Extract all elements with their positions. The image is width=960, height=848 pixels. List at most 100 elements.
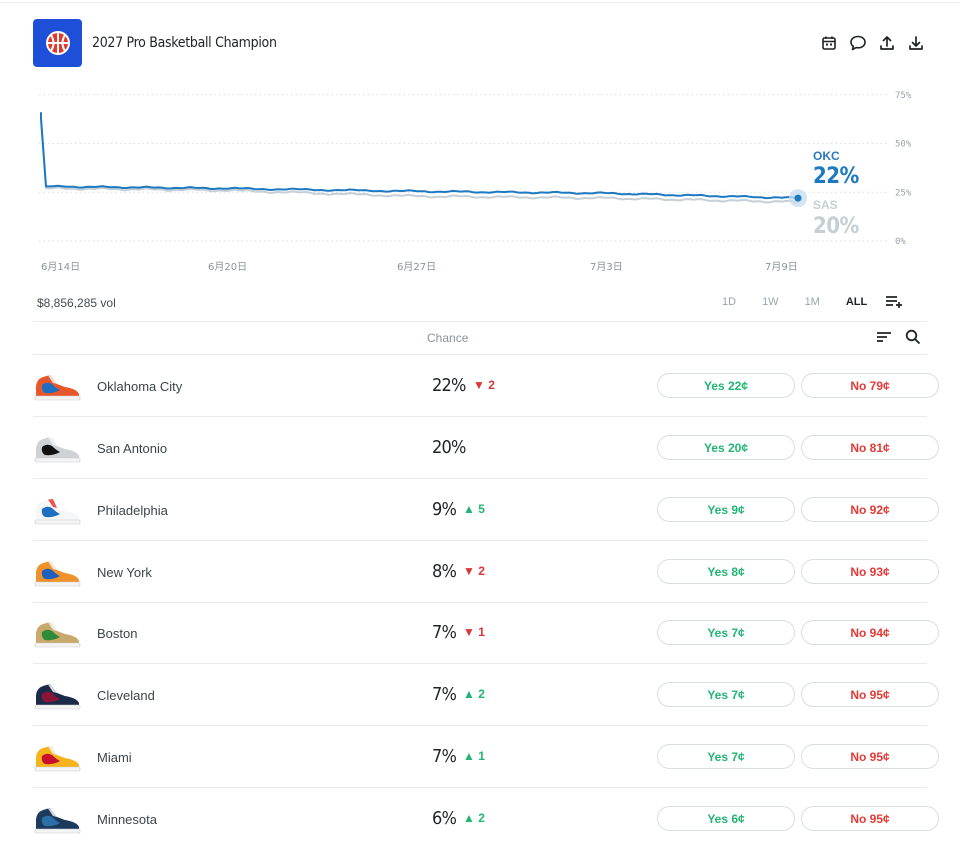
series-line-sas: [40, 114, 799, 204]
basketball-icon: [33, 19, 82, 67]
team-shoe-icon: [34, 499, 81, 525]
series-line-okc: [40, 112, 799, 200]
chance-change: ▲ 5: [463, 502, 485, 516]
shoe-collar: [48, 808, 57, 817]
team-name: Miami: [97, 750, 132, 765]
y-tick-label: 0%: [895, 237, 906, 247]
toolbar-divider: [33, 321, 927, 322]
series-label-sas: SAS: [813, 198, 838, 212]
team-shoe-icon: [34, 684, 81, 710]
time-range-selector: 1D 1W 1M ALL: [722, 295, 903, 309]
chance-change: ▲ 1: [463, 749, 485, 763]
table-row[interactable]: Miami 7% ▲ 1 Yes 7¢ No 95¢: [33, 726, 939, 788]
chart-svg: 75% 50% 25% 0% 6月14日 6月20日 6月27日 7月3日 7月9日: [39, 91, 912, 273]
buy-yes-button[interactable]: Yes 6¢: [657, 806, 795, 831]
team-name: Oklahoma City: [97, 379, 183, 394]
table-row[interactable]: Philadelphia 9% ▲ 5 Yes 9¢ No 92¢: [33, 479, 939, 541]
row-divider: [33, 787, 927, 788]
range-all[interactable]: ALL: [845, 296, 868, 308]
table-row[interactable]: New York 8% ▼ 2 Yes 8¢ No 93¢: [33, 541, 939, 603]
series-label-okc: OKC: [813, 149, 840, 163]
calendar-icon[interactable]: [819, 33, 838, 52]
buy-no-button[interactable]: No 93¢: [801, 559, 939, 584]
row-divider: [33, 478, 927, 479]
shoe-panel: [41, 568, 60, 580]
row-divider: [33, 725, 927, 726]
buy-yes-button[interactable]: Yes 20¢: [657, 435, 795, 460]
chance-change: ▲ 2: [463, 687, 485, 701]
buy-no-button[interactable]: No 95¢: [801, 744, 939, 769]
buy-no-button[interactable]: No 94¢: [801, 620, 939, 645]
table-row[interactable]: Oklahoma City 22% ▼ 2 Yes 22¢ No 79¢: [33, 355, 939, 417]
range-1w[interactable]: 1W: [762, 296, 779, 308]
row-divider: [33, 416, 927, 417]
shoe-sole: [34, 766, 81, 772]
shoe-panel: [41, 506, 60, 518]
buy-yes-button[interactable]: Yes 7¢: [657, 620, 795, 645]
table-row[interactable]: Boston 7% ▼ 1 Yes 7¢ No 94¢: [33, 602, 939, 664]
buy-no-button[interactable]: No 95¢: [801, 682, 939, 707]
series-value-okc: 22%: [813, 164, 859, 189]
table-row[interactable]: Cleveland 7% ▲ 2 Yes 7¢ No 95¢: [33, 664, 939, 726]
shoe-sole: [34, 519, 81, 525]
buy-yes-button[interactable]: Yes 9¢: [657, 497, 795, 522]
chance-change: ▼ 1: [463, 625, 485, 639]
table-row[interactable]: San Antonio 20% Yes 20¢ No 81¢: [33, 417, 939, 479]
shoe-panel: [41, 382, 60, 394]
chance-change: ▲ 2: [463, 811, 485, 825]
chance-value: 7%: [432, 684, 457, 705]
page-title: 2027 Pro Basketball Champion: [92, 35, 277, 51]
shoe-panel: [41, 444, 60, 456]
buy-no-button[interactable]: No 79¢: [801, 373, 939, 398]
buy-no-button[interactable]: No 92¢: [801, 497, 939, 522]
buy-no-button[interactable]: No 81¢: [801, 435, 939, 460]
download-icon[interactable]: [906, 33, 925, 52]
chance-column-header: Chance: [427, 331, 469, 345]
series-value-sas: 20%: [813, 214, 859, 239]
team-shoe-icon: [34, 746, 81, 772]
chance-value: 20%: [432, 437, 466, 458]
shoe-panel: [41, 691, 60, 703]
team-name: Cleveland: [97, 688, 155, 703]
team-name: Philadelphia: [97, 503, 168, 518]
shoe-panel: [41, 629, 60, 641]
row-divider: [33, 663, 927, 664]
price-chart: 75% 50% 25% 0% 6月14日 6月20日 6月27日 7月3日 7月9日 OKC 2…: [33, 80, 927, 280]
x-tick-label: 6月27日: [397, 261, 436, 273]
comment-icon[interactable]: [848, 33, 867, 52]
chance-value: 7%: [432, 746, 457, 767]
chance-change: ▼ 2: [463, 564, 485, 578]
sort-icon[interactable]: [876, 330, 892, 344]
buy-yes-button[interactable]: Yes 8¢: [657, 559, 795, 584]
table-row[interactable]: Minnesota 6% ▲ 2 Yes 6¢ No 95¢: [33, 788, 939, 848]
chance-value: 9%: [432, 499, 457, 520]
range-1m[interactable]: 1M: [804, 296, 820, 308]
buy-yes-button[interactable]: Yes 7¢: [657, 744, 795, 769]
team-shoe-icon: [34, 808, 81, 834]
y-tick-label: 25%: [895, 188, 912, 198]
x-tick-label: 6月20日: [208, 261, 247, 273]
buy-yes-button[interactable]: Yes 7¢: [657, 682, 795, 707]
shoe-collar: [48, 746, 57, 755]
header-actions: [819, 33, 925, 52]
search-icon[interactable]: [905, 329, 921, 345]
series-end-point: [794, 194, 802, 202]
team-shoe-icon: [34, 561, 81, 587]
team-name: New York: [97, 565, 152, 580]
shoe-collar: [48, 437, 57, 446]
buy-no-button[interactable]: No 95¢: [801, 806, 939, 831]
team-shoe-icon: [34, 375, 81, 401]
add-to-list-icon[interactable]: [885, 295, 903, 309]
chance-value: 7%: [432, 622, 457, 643]
buy-yes-button[interactable]: Yes 22¢: [657, 373, 795, 398]
share-icon[interactable]: [877, 33, 896, 52]
team-shoe-icon: [34, 437, 81, 463]
x-tick-label: 7月3日: [590, 261, 623, 273]
header-divider: [33, 354, 927, 355]
y-tick-label: 75%: [895, 91, 912, 101]
shoe-collar: [48, 499, 57, 508]
chance-value: 8%: [432, 561, 457, 582]
range-1d[interactable]: 1D: [722, 296, 737, 308]
team-shoe-icon: [34, 622, 81, 648]
team-name: San Antonio: [97, 441, 168, 456]
